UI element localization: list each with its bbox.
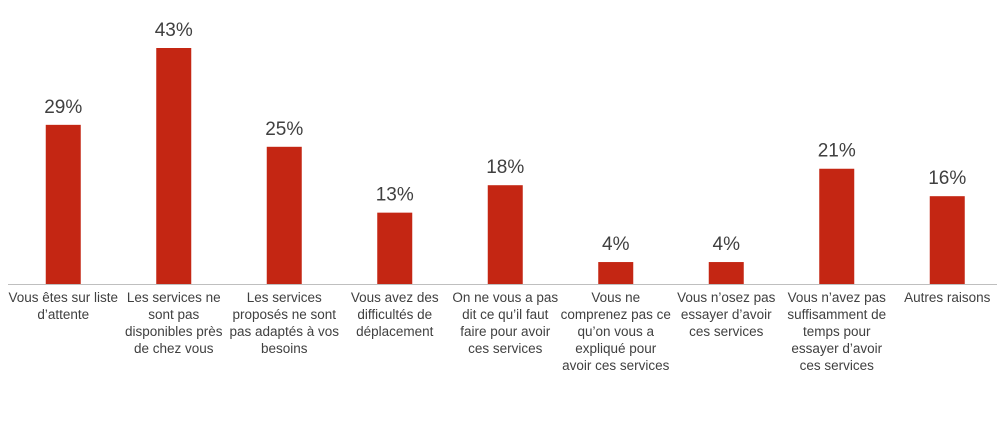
bar bbox=[266, 146, 302, 284]
bar bbox=[377, 212, 413, 284]
data-label: 4% bbox=[602, 234, 630, 255]
x-tick-label: Autres raisons bbox=[904, 290, 991, 305]
data-label: 4% bbox=[713, 234, 741, 255]
bar bbox=[156, 48, 192, 284]
x-tick-label: Vous n’avez pas suffisamment de temps po… bbox=[787, 290, 887, 373]
data-label: 16% bbox=[928, 168, 966, 189]
x-tick-label: On ne vous a pas dit ce qu’il faut faire… bbox=[452, 290, 559, 356]
x-tick-label: Vous ne comprenez pas ce qu’on vous a ex… bbox=[560, 290, 671, 373]
x-tick-label: Les services ne sont pas disponibles prè… bbox=[124, 290, 223, 356]
bar bbox=[708, 262, 744, 284]
x-tick-label: Les services proposés ne sont pas adapté… bbox=[229, 290, 340, 356]
bar bbox=[929, 196, 965, 284]
data-label: 25% bbox=[265, 119, 303, 140]
x-tick-label: Vous avez des difficultés de déplacement bbox=[350, 290, 439, 339]
x-tick-label: Vous n’osez pas essayer d’avoir ces serv… bbox=[677, 290, 776, 339]
data-label: 29% bbox=[44, 97, 82, 118]
data-label: 43% bbox=[155, 20, 193, 41]
data-label: 18% bbox=[486, 157, 524, 178]
bar bbox=[487, 185, 523, 284]
data-label: 21% bbox=[818, 141, 856, 162]
bar bbox=[45, 124, 81, 284]
x-tick-label: Vous êtes sur liste d’attente bbox=[8, 290, 119, 322]
bar bbox=[598, 262, 634, 284]
data-label: 13% bbox=[376, 185, 414, 206]
bar bbox=[819, 168, 855, 284]
